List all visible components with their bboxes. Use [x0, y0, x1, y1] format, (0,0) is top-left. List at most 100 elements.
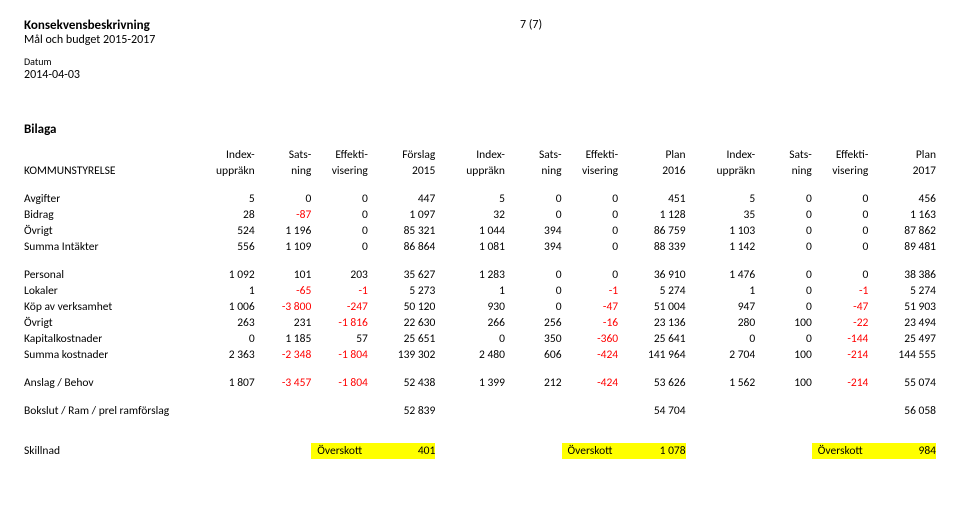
cell: 1 476: [699, 267, 756, 283]
cell: 256: [505, 315, 562, 331]
row-avgifter: Avgifter500447500451500456: [24, 191, 936, 207]
cell: 0: [699, 331, 756, 347]
cell: 2 480: [448, 347, 505, 363]
cell: 1 109: [255, 239, 312, 255]
cell: -214: [812, 347, 869, 363]
cell: 5: [448, 191, 505, 207]
header-row-2: KOMMUNSTYRELSE uppräkn ning visering 201…: [24, 163, 936, 179]
cell: 56 058: [868, 403, 936, 419]
row-ovrigt1: Övrigt5241 196085 3211 044394086 7591 10…: [24, 223, 936, 239]
hdr-eff: Effekti-: [562, 147, 619, 163]
cell: 36 910: [618, 267, 685, 283]
cell: 32: [448, 207, 505, 223]
cell: 38 386: [868, 267, 936, 283]
cell: 22 630: [368, 315, 435, 331]
hdr-uppr: uppräkn: [198, 163, 255, 179]
cell: 1: [699, 283, 756, 299]
cell: -144: [812, 331, 869, 347]
row-summakost: Summa kostnader2 363-2 348-1 804139 3022…: [24, 347, 936, 363]
cell: 947: [699, 299, 756, 315]
cell: 0: [755, 239, 812, 255]
hdr-sats: Sats-: [255, 147, 312, 163]
cell: -214: [812, 375, 869, 391]
row-label: Lokaler: [24, 283, 198, 299]
row-label: Personal: [24, 267, 198, 283]
cell: 25 641: [618, 331, 685, 347]
cell: 231: [255, 315, 312, 331]
cell: -16: [562, 315, 619, 331]
date-value: 2014-04-03: [24, 68, 936, 82]
cell: 0: [311, 223, 368, 239]
cell: 1 006: [198, 299, 255, 315]
cell: 57: [311, 331, 368, 347]
cell: 203: [311, 267, 368, 283]
cell: 350: [505, 331, 562, 347]
hdr-uppr: uppräkn: [699, 163, 756, 179]
cell: 5 273: [368, 283, 435, 299]
cell: -1 816: [311, 315, 368, 331]
cell: 100: [755, 347, 812, 363]
cell: 5 274: [868, 283, 936, 299]
hdr-vis: visering: [311, 163, 368, 179]
cell: -424: [562, 347, 619, 363]
cell: 0: [812, 207, 869, 223]
cell: 0: [562, 239, 619, 255]
cell: 1 196: [255, 223, 312, 239]
budget-table: Index- Sats- Effekti- Förslag Index- Sat…: [24, 147, 936, 459]
cell: 1 283: [448, 267, 505, 283]
page-number: 7 (7): [520, 18, 542, 32]
row-bidrag: Bidrag28-8701 09732001 12835001 163: [24, 207, 936, 223]
cell: 0: [755, 299, 812, 315]
cell: 51 004: [618, 299, 685, 315]
date-label: Datum: [24, 55, 936, 68]
cell: 55 074: [868, 375, 936, 391]
cell: 1 807: [198, 375, 255, 391]
cell: 100: [755, 375, 812, 391]
cell: 1 128: [618, 207, 685, 223]
hdr-plan: Plan: [618, 147, 685, 163]
cell: 0: [755, 267, 812, 283]
cell: 23 494: [868, 315, 936, 331]
row-lokaler: Lokaler1-65-15 27310-15 27410-15 274: [24, 283, 936, 299]
cell: -360: [562, 331, 619, 347]
row-kapital: Kapitalkostnader01 1855725 6510350-36025…: [24, 331, 936, 347]
hdr-uppr: uppräkn: [448, 163, 505, 179]
cell: 101: [255, 267, 312, 283]
cell: 394: [505, 239, 562, 255]
cell: 0: [505, 283, 562, 299]
hdr-sats: Sats-: [755, 147, 812, 163]
hdr-ning: ning: [755, 163, 812, 179]
cell: 1: [448, 283, 505, 299]
cell: 2 704: [699, 347, 756, 363]
cell: 263: [198, 315, 255, 331]
doc-subtitle: Mål och budget 2015-2017: [24, 33, 936, 47]
overskott-value: 1 078: [618, 443, 685, 459]
cell: -87: [255, 207, 312, 223]
cell: 0: [562, 207, 619, 223]
cell: 144 555: [868, 347, 936, 363]
cell: 35 627: [368, 267, 435, 283]
cell: 0: [755, 207, 812, 223]
overskott-value: 984: [868, 443, 936, 459]
hdr-sats: Sats-: [505, 147, 562, 163]
cell: 35: [699, 207, 756, 223]
hdr-kommun: KOMMUNSTYRELSE: [24, 163, 198, 179]
cell: 1 097: [368, 207, 435, 223]
cell: 1 142: [699, 239, 756, 255]
bilaga-heading: Bilaga: [24, 122, 936, 137]
row-summaint: Summa Intäkter5561 109086 8641 081394088…: [24, 239, 936, 255]
cell: -47: [562, 299, 619, 315]
cell: 394: [505, 223, 562, 239]
cell: 930: [448, 299, 505, 315]
cell: 447: [368, 191, 435, 207]
hdr-forslag: Förslag: [368, 147, 435, 163]
cell: -247: [311, 299, 368, 315]
cell: 141 964: [618, 347, 685, 363]
cell: 1 081: [448, 239, 505, 255]
cell: 0: [755, 283, 812, 299]
cell: 0: [505, 267, 562, 283]
cell: 5 274: [618, 283, 685, 299]
row-ovrigt2: Övrigt263231-1 81622 630266256-1623 1362…: [24, 315, 936, 331]
cell: 52 839: [368, 403, 435, 419]
hdr-2015: 2015: [368, 163, 435, 179]
